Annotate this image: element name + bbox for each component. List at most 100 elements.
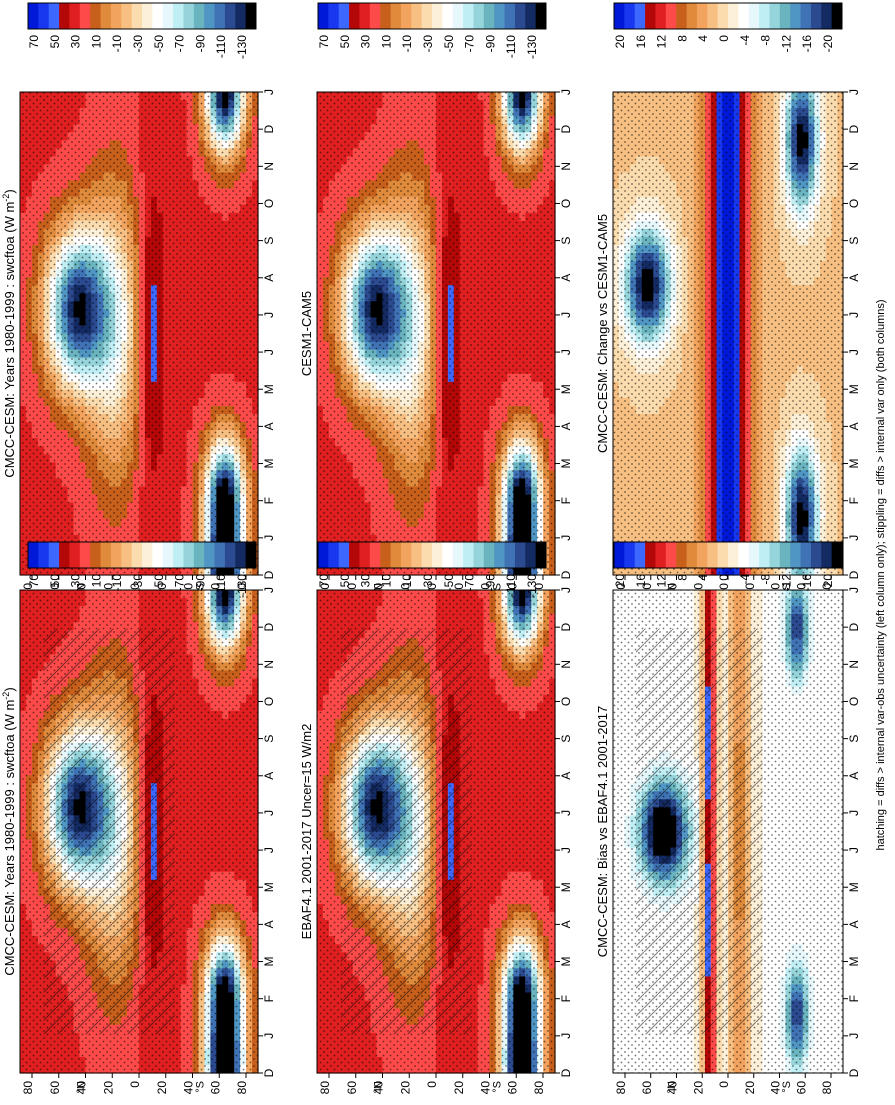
colorbar-tick-label: -130 [235,574,249,598]
month-tick-label: J [262,89,276,95]
latitude-tick-label: 20 [398,1081,412,1095]
panel-title: CMCC-CESM: Change vs CESM1-CAM5 [595,214,610,453]
month-tick-label: F [847,995,861,1002]
month-tick-label: J [559,349,573,355]
latitude-tick-label: 20 [452,1081,466,1095]
colorbar-tick-label: -110 [504,574,518,597]
hatching-overlay [43,628,175,1035]
month-tick-label: D [847,570,861,579]
colorbar-tick-label: -90 [483,574,497,592]
colorbar-tick-label: 20 [613,574,627,588]
colorbar-tick-label: 0 [717,574,731,581]
month-tick-label: J [559,535,573,541]
colorbar: 70 50 30 10 -10 -30 -50 -70 -90 -110 -130 [317,2,547,59]
colorbar-tick-label: -90 [193,574,207,592]
latitude-tick-label: 0 [425,1081,439,1088]
month-tick-label: N [559,660,573,669]
month-tick-label: O [559,199,573,208]
colorbar-tick-label: 30 [69,35,83,49]
colorbar-tick-label: 0 [717,35,731,42]
month-tick-label: F [847,497,861,504]
month-tick-label: D [262,1068,276,1077]
colorbar: 20 16 12 8 4 0 -4 -8 -12 -16 -20 [613,2,843,52]
month-tick-label: J [559,312,573,318]
month-tick-label: J [262,312,276,318]
month-tick-label: A [847,422,861,430]
colorbar-tick-label: 30 [69,574,83,588]
panel-title: CMCC-CESM: Years 1980-1999 : swcftoa (W … [1,687,17,975]
month-tick-label: A [847,772,861,780]
colorbar-tick-label: 10 [379,35,393,49]
month-tick-label: O [559,697,573,706]
month-tick-label: A [559,422,573,430]
colorbar-tick-label: -30 [421,35,435,53]
month-tick-label: D [262,125,276,134]
colorbar-tick-label: 70 [317,35,331,49]
month-tick-label: A [847,920,861,928]
hemisphere-label: °S [781,1081,793,1093]
month-tick-label: M [262,459,276,469]
month-tick-label: J [262,847,276,853]
colorbar-tick-label: -70 [463,35,477,53]
latitude-tick-label: 40 [372,1081,386,1095]
month-tick-label: J [559,1033,573,1039]
hatching-overlay [636,628,763,1035]
colorbar-tick-label: -90 [193,35,207,53]
panel-model: D J F M A M J J A S O N D J 80 60 40 20 0 20 40 60 80 °N °S CMCC-… [1,541,276,1095]
month-tick-label: D [559,570,573,579]
month-tick-label: M [262,384,276,394]
colorbar-tick-label: 50 [338,574,352,588]
panel-obs: D J F M A M J J A S O N D J 80 60 40 20 0 20 40 60 80 °N °S EBAF4… [299,541,573,1095]
month-tick-label: M [847,384,861,394]
latitude-tick-label: 0 [128,1081,142,1088]
latitude-tick-label: 0 [425,583,439,590]
latitude-tick-label: 20 [691,1081,705,1095]
colorbar-tick-label: -110 [214,574,228,597]
latitude-tick-label: 60 [505,1081,519,1095]
month-tick-label: O [847,199,861,208]
month-tick-label: N [847,660,861,669]
month-tick-label: D [847,1068,861,1077]
month-tick-label: S [262,735,276,743]
month-tick-label: N [262,162,276,171]
month-tick-label: J [262,349,276,355]
month-tick-label: J [559,89,573,95]
month-tick-label: S [559,237,573,245]
latitude-tick-label: 20 [743,1081,757,1095]
month-tick-label: M [559,384,573,394]
month-tick-label: S [262,237,276,245]
month-tick-label: F [262,995,276,1002]
latitude-tick-label: 80 [820,1081,834,1095]
month-tick-label: J [847,587,861,593]
month-tick-label: F [559,995,573,1002]
latitude-tick-label: 80 [614,1081,628,1095]
colorbar: 70 50 30 10 -10 -30 -50 -70 -90 -110 -130 [27,2,257,59]
latitude-tick-label: 80 [532,1081,546,1095]
month-tick-label: J [847,535,861,541]
panels: D J F M A M J J A S O N D J 80 60 40 20 0 20 40 60 80 °N °S CMCC-… [1,2,861,1095]
colorbar-tick-label: 12 [655,574,669,588]
colorbar-tick-label: 50 [48,35,62,49]
colorbar-tick-label: -4 [738,35,752,46]
hemisphere-label: °N [372,1081,384,1093]
month-tick-label: D [559,125,573,134]
hemisphere-label: °N [75,1081,87,1093]
month-tick-label: A [559,920,573,928]
panel-title: CESM1-CAM5 [299,291,314,376]
stippling-overlay [20,92,258,575]
latitude-tick-label: 60 [345,1081,359,1095]
latitude-tick-label: 40 [769,1081,783,1095]
colorbar-tick-label: -20 [821,574,835,592]
colorbar-tick-label: 50 [338,35,352,49]
month-tick-label: J [847,349,861,355]
colorbar-tick-label: -30 [131,574,145,592]
colorbar-tick-label: -90 [483,35,497,53]
hatching-overlay [340,628,472,1035]
latitude-tick-label: 40 [75,1081,89,1095]
colorbar-tick-label: 10 [89,35,103,49]
colorbar: 20 16 12 8 4 0 -4 -8 -12 -16 -20 [613,541,843,592]
colorbar-tick-label: -110 [504,35,518,58]
figure-footnote: hatching = diffs > internal var-obs unce… [875,299,887,850]
month-tick-label: D [262,623,276,632]
